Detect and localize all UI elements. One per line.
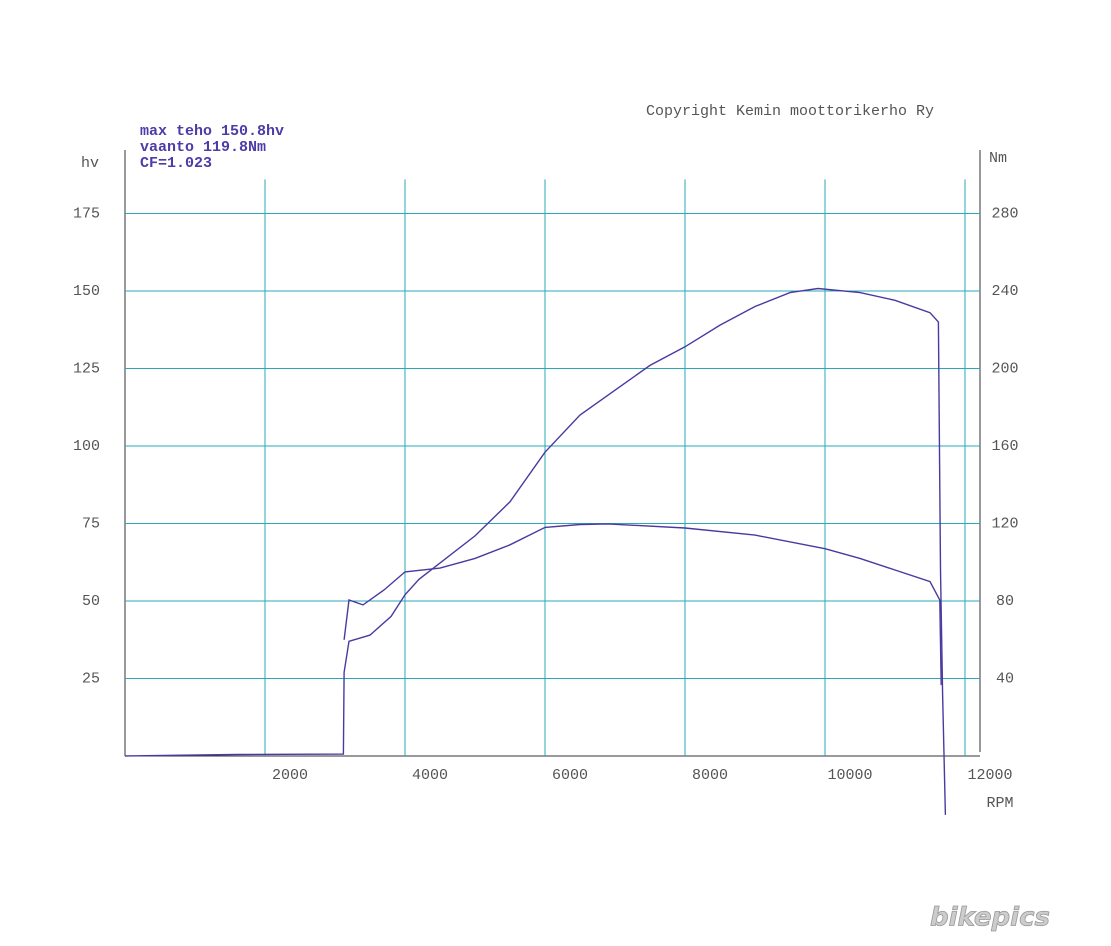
y-axis-label: hv [81, 155, 99, 172]
x-axis-label: RPM [986, 795, 1013, 812]
x-tick-label: 2000 [272, 767, 308, 784]
y2-tick-label: 280 [991, 205, 1018, 222]
annotation: vaanto 119.8Nm [140, 139, 266, 156]
annotation: CF=1.023 [140, 155, 212, 172]
y-tick-label: 75 [82, 515, 100, 532]
y-tick-label: 175 [73, 205, 100, 222]
curve [343, 523, 942, 686]
x-tick-label: 12000 [967, 767, 1012, 784]
y-tick-label: 25 [82, 670, 100, 687]
copyright: Copyright Kemin moottorikerho Ry [646, 103, 934, 120]
y-tick-label: 125 [73, 360, 100, 377]
annotation: max teho 150.8hv [140, 123, 284, 140]
x-tick-label: 4000 [412, 767, 448, 784]
x-tick-label: 8000 [692, 767, 728, 784]
y2-tick-label: 160 [991, 438, 1018, 455]
y2-tick-label: 40 [996, 670, 1014, 687]
y2-tick-label: 120 [991, 515, 1018, 532]
y-tick-label: 50 [82, 593, 100, 610]
y2-tick-label: 200 [991, 360, 1018, 377]
y-tick-label: 100 [73, 438, 100, 455]
y2-axis-label: Nm [989, 150, 1007, 167]
watermark: bikepics [930, 903, 1050, 933]
curve [124, 287, 947, 815]
y2-tick-label: 80 [996, 593, 1014, 610]
x-tick-label: 10000 [827, 767, 872, 784]
y-tick-label: 150 [73, 283, 100, 300]
y2-tick-label: 240 [991, 283, 1018, 300]
x-tick-label: 6000 [552, 767, 588, 784]
